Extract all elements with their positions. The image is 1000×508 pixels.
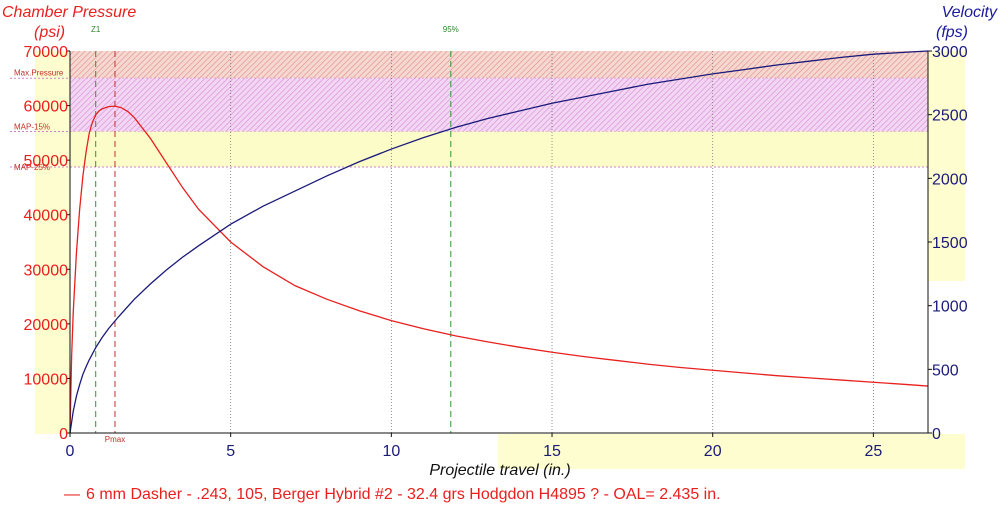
right-axis-title-line2: (fps) [936, 24, 968, 41]
right-tick-label-0: 0 [932, 426, 941, 443]
x-tick-label-2: 10 [382, 443, 400, 460]
legend-marker: — [64, 486, 80, 503]
right-tick-label-3: 1500 [932, 235, 968, 252]
right-axis-title-line1: Velocity [942, 4, 998, 21]
marker-label-2: Pmax [105, 435, 125, 444]
left-tick-label-7: 70000 [24, 44, 69, 61]
band-1 [70, 78, 928, 132]
left-tick-label-3: 30000 [24, 262, 69, 279]
left-tick-label-0: 0 [59, 426, 68, 443]
left-axis-title-line2: (psi) [34, 24, 65, 41]
x-axis-highlight [498, 434, 965, 469]
right-tick-label-4: 2000 [932, 171, 968, 188]
band-label-0: Max.Pressure [14, 68, 64, 77]
series-line-0 [69, 105, 929, 434]
left-tick-label-1: 10000 [24, 371, 69, 388]
x-tick-label-3: 15 [543, 443, 561, 460]
gridlines [230, 51, 874, 433]
left-tick-label-4: 40000 [24, 208, 69, 225]
left-tick-label-2: 20000 [24, 317, 69, 334]
background-layer [35, 51, 965, 469]
band-0 [70, 51, 928, 79]
left-tick-label-5: 50000 [24, 153, 69, 170]
series-lines [69, 50, 929, 434]
right-tick-label-1: 500 [932, 362, 959, 379]
x-tick-label-4: 20 [704, 443, 722, 460]
pressure-bands: Max.Pressure MAP-15% MAP-25% [10, 51, 928, 172]
left-axis-title-line1: Chamber Pressure [2, 4, 136, 21]
left-axis-highlight [35, 51, 70, 434]
right-tick-label-5: 2500 [932, 108, 968, 125]
marker-label-1: 95% [443, 25, 459, 34]
x-axis-title: Projectile travel (in.) [429, 462, 570, 479]
x-tick-label-5: 25 [864, 443, 882, 460]
axes: 0100002000030000400005000060000700000500… [24, 44, 968, 460]
x-tick-label-0: 0 [66, 443, 75, 460]
right-axis-highlight [928, 51, 965, 281]
left-tick-label-6: 60000 [24, 99, 69, 116]
x-tick-label-1: 5 [226, 443, 235, 460]
marker-label-0: Z1 [91, 25, 101, 34]
right-tick-label-6: 3000 [932, 44, 968, 61]
right-tick-label-2: 1000 [932, 299, 968, 316]
legend-series-label: 6 mm Dasher - .243, 105, Berger Hybrid #… [86, 486, 721, 503]
legend: — 6 mm Dasher - .243, 105, Berger Hybrid… [64, 486, 721, 503]
series-line-1 [69, 50, 929, 434]
band-label-1: MAP-15% [14, 122, 50, 131]
band-label-2: MAP-25% [14, 163, 50, 172]
band-2 [70, 131, 928, 167]
